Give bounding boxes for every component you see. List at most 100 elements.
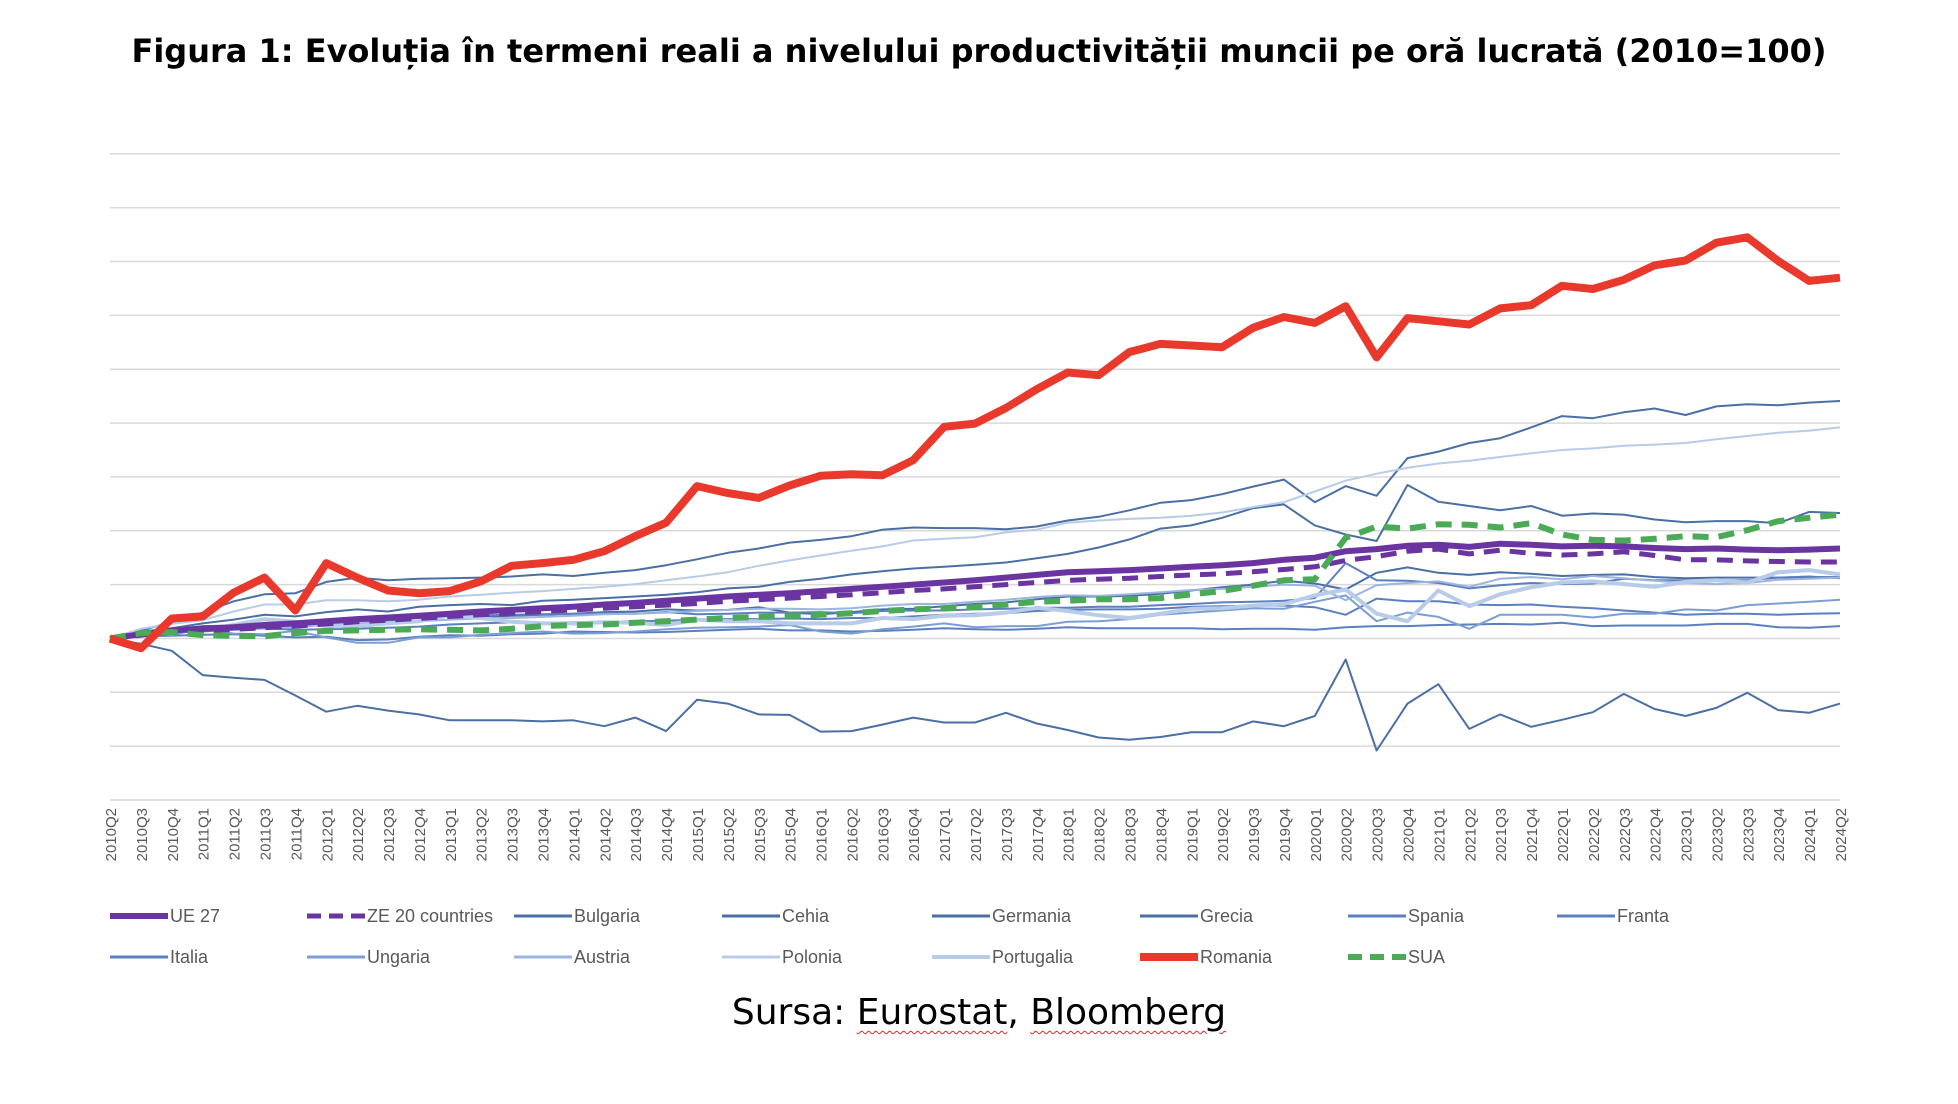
legend-item: Romania <box>1140 947 1273 967</box>
legend-label: Ungaria <box>367 947 431 967</box>
x-tick-label: 2017Q4 <box>1030 808 1047 861</box>
legend-label: UE 27 <box>170 906 220 926</box>
x-tick-label: 2022Q2 <box>1586 808 1603 861</box>
x-tick-label: 2021Q4 <box>1524 808 1541 861</box>
x-tick-label: 2013Q3 <box>505 808 522 861</box>
legend-item: Austria <box>514 947 631 967</box>
x-tick-label: 2011Q1 <box>196 808 213 860</box>
legend-item: SUA <box>1348 947 1445 967</box>
series-line-cehia <box>109 484 1841 640</box>
x-tick-label: 2019Q2 <box>1215 808 1232 861</box>
legend-label: Cehia <box>782 906 830 926</box>
x-tick-label: 2016Q3 <box>875 808 892 861</box>
x-tick-label: 2024Q2 <box>1833 808 1850 861</box>
x-tick-label: 2016Q2 <box>844 808 861 861</box>
legend-item: Ungaria <box>307 947 431 967</box>
x-tick-label: 2012Q3 <box>381 808 398 861</box>
x-tick-label: 2024Q1 <box>1802 808 1819 861</box>
x-tick-label: 2021Q2 <box>1462 808 1479 861</box>
x-tick-label: 2015Q4 <box>783 808 800 861</box>
x-tick-label: 2011Q3 <box>258 808 275 860</box>
series-line-ue-27 <box>109 540 1841 642</box>
legend-label: Austria <box>574 947 631 967</box>
series-line-sua <box>109 511 1841 642</box>
x-tick-label: 2021Q3 <box>1493 808 1510 861</box>
x-tick-label: 2015Q3 <box>752 808 769 861</box>
x-tick-label: 2014Q1 <box>566 808 583 861</box>
legend-label: Franta <box>1617 906 1670 926</box>
legend-label: Polonia <box>782 947 843 967</box>
series-line-bulgaria <box>109 400 1841 640</box>
x-tick-label: 2016Q1 <box>814 808 831 861</box>
series-line-polonia <box>109 426 1841 640</box>
x-tick-label: 2014Q2 <box>597 808 614 861</box>
x-tick-label: 2020Q4 <box>1401 808 1418 861</box>
legend-label: Romania <box>1200 947 1273 967</box>
x-tick-label: 2017Q1 <box>937 808 954 861</box>
x-tick-label: 2019Q1 <box>1184 808 1201 861</box>
x-tick-label: 2017Q2 <box>968 808 985 861</box>
source-prefix: Sursa: <box>731 992 857 1033</box>
series-line-italia <box>109 621 1841 642</box>
legend-item: Spania <box>1348 906 1465 926</box>
series-line-ze-20-countries <box>109 546 1840 641</box>
x-tick-label: 2012Q4 <box>412 808 429 861</box>
grid-lines <box>110 153 1840 801</box>
source-eurostat: Eurostat <box>856 992 1008 1033</box>
legend-label: Italia <box>170 947 209 967</box>
x-tick-label: 2010Q3 <box>134 808 151 861</box>
legend: UE 27 ZE 20 countries Bulgaria Cehia Germani… <box>110 906 1670 967</box>
legend-label: Bulgaria <box>574 906 641 926</box>
legend-item: Polonia <box>722 947 843 967</box>
series-lines <box>108 233 1841 752</box>
x-tick-label: 2020Q2 <box>1339 808 1356 861</box>
x-tick-label: 2022Q3 <box>1617 808 1634 861</box>
x-tick-label: 2021Q1 <box>1431 808 1448 861</box>
x-axis-tick-labels: 2010Q2 2010Q3 2010Q4 2011Q1 2011Q2 2011Q3 2011… <box>103 808 1850 861</box>
series-line-portugalia <box>109 568 1841 641</box>
series-line-grecia <box>109 637 1841 752</box>
x-tick-label: 2010Q2 <box>103 808 120 861</box>
x-tick-label: 2012Q2 <box>350 808 367 861</box>
legend-item: Germania <box>932 906 1072 926</box>
legend-label: Spania <box>1408 906 1465 926</box>
x-tick-label: 2020Q1 <box>1308 808 1325 861</box>
series-line-ungaria <box>109 594 1841 644</box>
legend-item: ZE 20 countries <box>307 906 493 926</box>
legend-label: ZE 20 countries <box>367 906 493 926</box>
x-tick-label: 2018Q3 <box>1123 808 1140 861</box>
legend-item: Franta <box>1557 906 1670 926</box>
chart-title: Figura 1: Evoluția în termeni reali a ni… <box>131 32 1827 70</box>
x-tick-label: 2017Q3 <box>999 808 1016 861</box>
x-tick-label: 2018Q4 <box>1153 808 1170 861</box>
legend-item: Grecia <box>1140 906 1254 926</box>
x-tick-label: 2019Q4 <box>1277 808 1294 861</box>
x-tick-label: 2020Q3 <box>1370 808 1387 861</box>
x-tick-label: 2023Q3 <box>1740 808 1757 861</box>
x-tick-label: 2013Q2 <box>474 808 491 861</box>
x-tick-label: 2023Q1 <box>1679 808 1696 861</box>
legend-item: Italia <box>110 947 209 967</box>
legend-label: Germania <box>992 906 1072 926</box>
x-tick-label: 2011Q4 <box>288 808 305 860</box>
x-tick-label: 2010Q4 <box>165 808 182 861</box>
x-tick-label: 2014Q4 <box>659 808 676 861</box>
x-tick-label: 2022Q4 <box>1648 808 1665 861</box>
series-line-romania <box>108 233 1841 653</box>
x-tick-label: 2022Q1 <box>1555 808 1572 861</box>
source-separator: , <box>1007 992 1031 1033</box>
x-tick-label: 2015Q1 <box>690 808 707 861</box>
legend-item: UE 27 <box>110 906 220 926</box>
x-tick-label: 2011Q2 <box>227 808 244 860</box>
x-tick-label: 2013Q1 <box>443 808 460 861</box>
x-tick-label: 2018Q1 <box>1061 808 1078 861</box>
x-tick-label: 2016Q4 <box>906 808 923 861</box>
x-tick-label: 2012Q1 <box>319 808 336 861</box>
x-tick-label: 2019Q3 <box>1246 808 1263 861</box>
x-tick-label: 2015Q2 <box>721 808 738 861</box>
chart-source: Sursa: Eurostat, Bloomberg <box>0 992 1958 1033</box>
legend-label: Portugalia <box>992 947 1074 967</box>
source-bloomberg: Bloomberg <box>1030 992 1227 1033</box>
legend-item: Bulgaria <box>514 906 641 926</box>
x-tick-label: 2013Q4 <box>536 808 553 861</box>
